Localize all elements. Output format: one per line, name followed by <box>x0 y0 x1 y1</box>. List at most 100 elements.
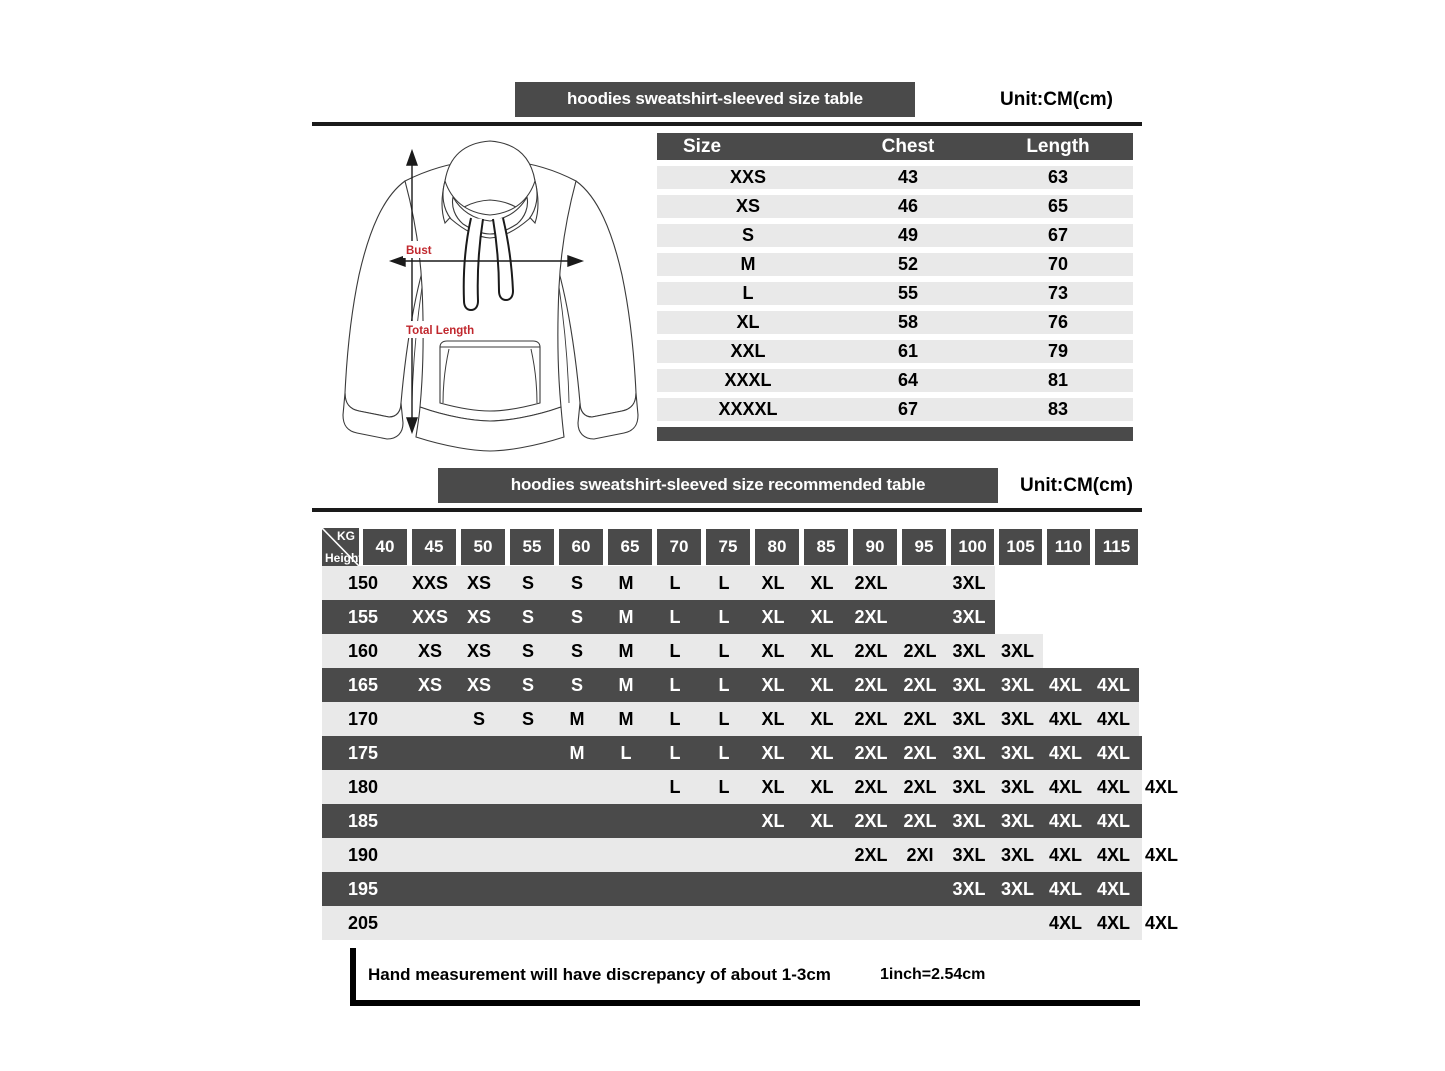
size-cell: 4XL <box>1048 810 1082 831</box>
size-cell: 4XL <box>1048 878 1082 899</box>
size-cell: XS <box>735 196 760 216</box>
height-cell: 175 <box>347 742 379 763</box>
size-cell: S <box>472 708 485 729</box>
size-cell: 4XL <box>1048 674 1082 695</box>
size-cell: XL <box>761 640 785 661</box>
size-cell: 2XI <box>906 844 934 865</box>
weight-header-45: 45 <box>411 528 457 566</box>
recommended-table-row: 175 M L L L XL XL 2XL 2XL 3XL 3XL 4XL 4XL 4XL <box>322 736 1178 770</box>
height-cell: 160 <box>347 640 379 661</box>
recommended-table-row: 205 4XL 4XL 4XL <box>322 906 1178 940</box>
chest-cell: 61 <box>897 341 919 361</box>
section1-divider <box>312 122 1142 126</box>
size-cell: 2XL <box>903 640 937 661</box>
size-cell: 3XL <box>1000 878 1034 899</box>
size-cell: M <box>618 640 634 661</box>
size-cell: 3XL <box>1000 776 1034 797</box>
size-cell: XXS <box>411 606 449 627</box>
size-cell: 3XL <box>1000 708 1034 729</box>
recommended-table-row: 160 XS XS S S M L L XL XL 2XL 2XL 3XL 3XL <box>322 634 1043 668</box>
size-cell: S <box>570 572 583 593</box>
size-cell: 3XL <box>1000 640 1034 661</box>
chest-cell: 58 <box>897 312 919 332</box>
note-left-bar <box>350 948 356 1006</box>
size-cell: 2XL <box>903 708 937 729</box>
recommended-table-body: 150 XXS XS S S M L L XL XL 2XL 3XL 155 XXS XS S S M L L XL XL… <box>322 566 1178 940</box>
recommended-table-row: 165 XS XS S S M L L XL XL 2XL 2XL 3XL 3XL 4XL 4XL <box>322 668 1139 702</box>
size-cell: M <box>618 606 634 627</box>
size-cell: M <box>618 708 634 729</box>
size-cell: L <box>718 606 730 627</box>
size-cell: 4XL <box>1096 810 1130 831</box>
header-size: Size <box>683 135 722 157</box>
recommended-table-row: 180 L L XL XL 2XL 2XL 3XL 3XL 4XL 4XL 4XL <box>322 770 1178 804</box>
weight-header-50: 50 <box>460 528 506 566</box>
recommended-table-row: 190 2XL 2XI 3XL 3XL 4XL 4XL 4XL <box>322 838 1178 872</box>
size-cell: 4XL <box>1048 912 1082 933</box>
size-cell: S <box>570 640 583 661</box>
size-cell: 3XL <box>1000 674 1034 695</box>
size-cell: 3XL <box>1000 742 1034 763</box>
weight-header-55: 55 <box>509 528 555 566</box>
total-length-label: Total Length <box>406 325 474 337</box>
height-cell: 155 <box>347 606 379 627</box>
chest-cell: 43 <box>897 167 919 187</box>
size-cell: XL <box>810 572 834 593</box>
length-cell: 63 <box>1047 167 1069 187</box>
recommended-table-row: 195 3XL 3XL 4XL 4XL 4XL <box>322 872 1178 906</box>
corner-cell: KG Height <box>322 528 363 566</box>
chest-cell: 55 <box>897 283 919 303</box>
size-cell: XXXXL <box>718 399 778 419</box>
size-cell: 4XL <box>1144 776 1178 797</box>
size-table-header: Size Chest Length <box>657 133 1133 160</box>
size-cell: L <box>669 640 681 661</box>
size-cell: 4XL <box>1144 742 1178 763</box>
size-cell: 2XL <box>903 810 937 831</box>
size-cell: 2XL <box>854 742 888 763</box>
size-cell: 4XL <box>1144 810 1178 831</box>
size-cell: 4XL <box>1144 878 1178 899</box>
size-cell: L <box>742 283 754 303</box>
corner-height-label: Height <box>325 551 363 565</box>
height-cell: 180 <box>347 776 379 797</box>
size-cell: 2XL <box>854 640 888 661</box>
recommended-table-row: 155 XXS XS S S M L L XL XL 2XL 3XL <box>322 600 995 634</box>
size-cell: XL <box>810 810 834 831</box>
weight-header-85: 85 <box>803 528 849 566</box>
size-cell: 4XL <box>1048 844 1082 865</box>
size-cell: XL <box>810 640 834 661</box>
size-cell: L <box>669 606 681 627</box>
size-cell: 4XL <box>1048 742 1082 763</box>
size-cell: 3XL <box>952 674 986 695</box>
size-cell: 4XL <box>1096 912 1130 933</box>
size-cell: M <box>618 572 634 593</box>
height-cell: 185 <box>347 810 379 831</box>
size-cell: XXXL <box>724 370 772 390</box>
size-cell: S <box>521 572 534 593</box>
chest-cell: 67 <box>897 399 919 419</box>
size-cell: L <box>669 708 681 729</box>
size-cell: XL <box>810 708 834 729</box>
size-cell: 2XL <box>854 810 888 831</box>
size-cell: 2XL <box>854 844 888 865</box>
size-cell: 4XL <box>1096 844 1130 865</box>
size-cell: L <box>669 674 681 695</box>
section2-divider <box>312 508 1142 512</box>
size-cell: 3XL <box>1000 844 1034 865</box>
size-cell: XS <box>417 640 442 661</box>
size-cell: S <box>521 606 534 627</box>
size-cell: 3XL <box>1000 810 1034 831</box>
height-cell: 205 <box>347 912 379 933</box>
note-bottom-bar <box>350 1000 1140 1006</box>
size-cell: 2XL <box>854 708 888 729</box>
length-cell: 79 <box>1047 341 1069 361</box>
size-table-row: S 49 67 <box>657 224 1133 247</box>
weight-header-90: 90 <box>852 528 898 566</box>
size-cell: XL <box>761 776 785 797</box>
size-cell: L <box>669 776 681 797</box>
size-cell: S <box>521 674 534 695</box>
size-cell: 3XL <box>952 640 986 661</box>
size-cell: 2XL <box>854 606 888 627</box>
size-cell: 4XL <box>1096 708 1130 729</box>
